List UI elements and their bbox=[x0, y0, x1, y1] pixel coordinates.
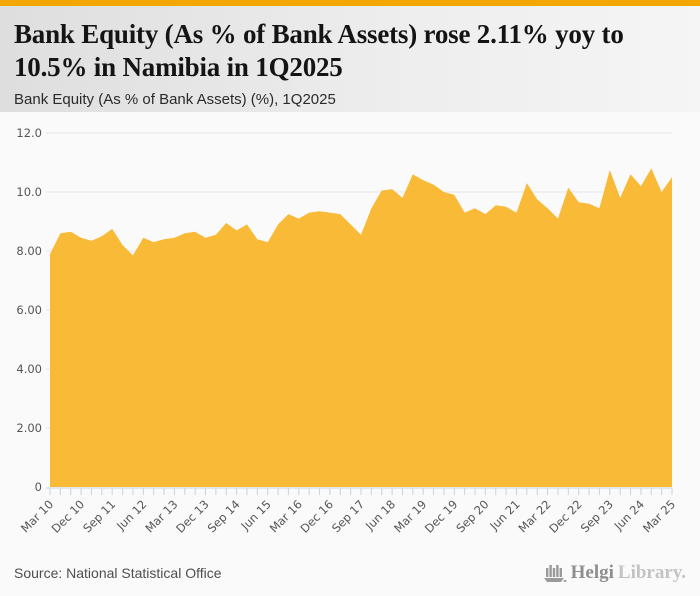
x-tick-label: Sep 20 bbox=[453, 497, 491, 535]
y-tick-label: 6.00 bbox=[16, 303, 42, 317]
area-series bbox=[50, 168, 672, 487]
x-tick-label: Dec 22 bbox=[546, 497, 585, 536]
brand-text-secondary: Library. bbox=[617, 562, 686, 583]
helgi-library-logo-icon bbox=[543, 565, 567, 582]
header: Bank Equity (As % of Bank Assets) rose 2… bbox=[0, 6, 700, 112]
brand-logo: Helgi Library. bbox=[543, 562, 686, 584]
y-tick-label: 0 bbox=[35, 480, 42, 494]
x-tick-label: Mar 10 bbox=[18, 497, 56, 535]
x-tick-label: Dec 19 bbox=[422, 497, 461, 536]
y-tick-label: 10.0 bbox=[16, 185, 42, 199]
page-title: Bank Equity (As % of Bank Assets) rose 2… bbox=[14, 18, 686, 84]
brand-text-primary: Helgi bbox=[570, 562, 614, 583]
y-tick-label: 2.00 bbox=[16, 421, 42, 435]
top-accent-bar bbox=[0, 0, 700, 6]
x-tick-label: Mar 16 bbox=[267, 497, 305, 535]
chart-subtitle: Bank Equity (As % of Bank Assets) (%), 1… bbox=[14, 91, 336, 108]
y-tick-label: 4.00 bbox=[16, 362, 42, 376]
x-tick-label: Dec 16 bbox=[297, 497, 336, 536]
footer: Source: National Statistical Office Helg… bbox=[0, 556, 700, 590]
x-tick-label: Mar 25 bbox=[640, 497, 678, 535]
x-tick-label: Sep 23 bbox=[578, 497, 616, 535]
source-text: Source: National Statistical Office bbox=[14, 565, 222, 581]
x-tick-label: Mar 19 bbox=[391, 497, 429, 535]
x-tick-label: Mar 13 bbox=[142, 497, 180, 535]
x-tick-label: Dec 13 bbox=[173, 497, 212, 536]
title-line-1: Bank Equity (As % of Bank Assets) rose 2… bbox=[14, 19, 624, 49]
chart-area: 0 2.00 4.00 6.00 8.00 10.0 12.0 Mar 10 Dec 10 Sep… bbox=[0, 110, 700, 560]
x-tick-label: Sep 17 bbox=[329, 497, 367, 535]
x-tick-label: Sep 11 bbox=[80, 497, 118, 535]
x-tick-label: Dec 10 bbox=[49, 497, 88, 536]
y-tick-label: 8.00 bbox=[16, 244, 42, 258]
title-line-2: 10.5% in Namibia in 1Q2025 bbox=[14, 52, 343, 82]
x-tick-label: Mar 22 bbox=[516, 497, 554, 535]
y-tick-label: 12.0 bbox=[16, 126, 42, 140]
x-tick-label: Sep 14 bbox=[205, 497, 243, 535]
